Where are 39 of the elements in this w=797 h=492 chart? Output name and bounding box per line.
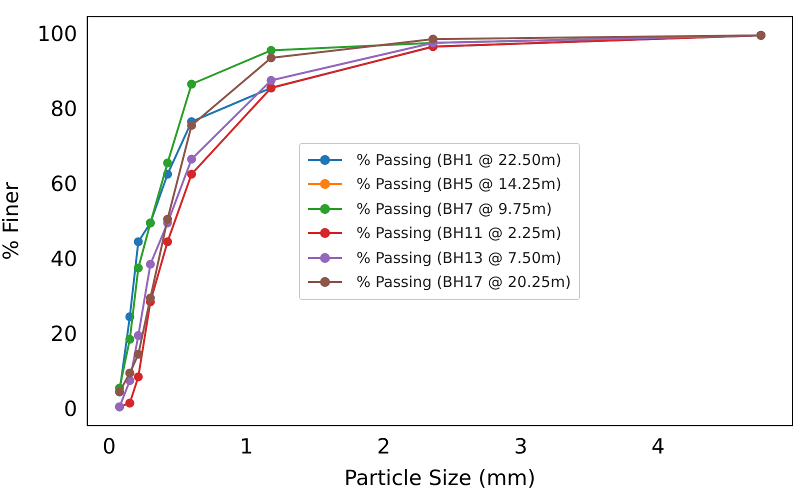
legend-label: % Passing (BH5 @ 14.25m) (356, 174, 562, 196)
point (163, 214, 172, 224)
y-axis-title: % Finer (0, 182, 24, 260)
point (163, 237, 172, 246)
y-tick-label: 80 (50, 96, 78, 121)
legend-label: % Passing (BH1 @ 22.50m) (356, 150, 562, 171)
x-tick-label: 2 (376, 434, 390, 459)
legend-label: % Passing (BH7 @ 9.75m) (356, 198, 552, 220)
y-tick-label: 20 (50, 322, 78, 346)
y-tick-label: 60 (50, 172, 78, 196)
point (187, 154, 196, 164)
legend-label: % Passing (BH11 @ 2.25m) (356, 223, 562, 244)
point (187, 170, 196, 179)
y-tick-label: 40 (50, 246, 78, 271)
point (146, 294, 155, 303)
point (187, 120, 196, 130)
point (266, 76, 276, 85)
x-tick-label: 3 (514, 434, 528, 459)
point (266, 53, 276, 62)
point (125, 368, 134, 378)
point (187, 80, 196, 89)
point (134, 350, 143, 359)
point (134, 372, 143, 382)
x-axis-title: Particle Size (mm) (344, 466, 536, 490)
point (125, 334, 134, 344)
point (134, 264, 143, 273)
y-tick-label: 100 (37, 22, 78, 46)
legend-label: % Passing (BH13 @ 7.50m) (356, 248, 562, 269)
point (125, 398, 134, 408)
x-tick-label: 4 (651, 434, 665, 459)
point (428, 34, 438, 44)
x-tick-label: 1 (240, 434, 254, 459)
point (146, 260, 155, 269)
y-tick-label: 0 (64, 397, 78, 422)
point (163, 158, 172, 168)
legend-label: % Passing (BH17 @ 20.25m) (356, 272, 572, 294)
point (134, 237, 143, 246)
x-tick-label: 0 (102, 434, 116, 459)
point (266, 46, 276, 55)
